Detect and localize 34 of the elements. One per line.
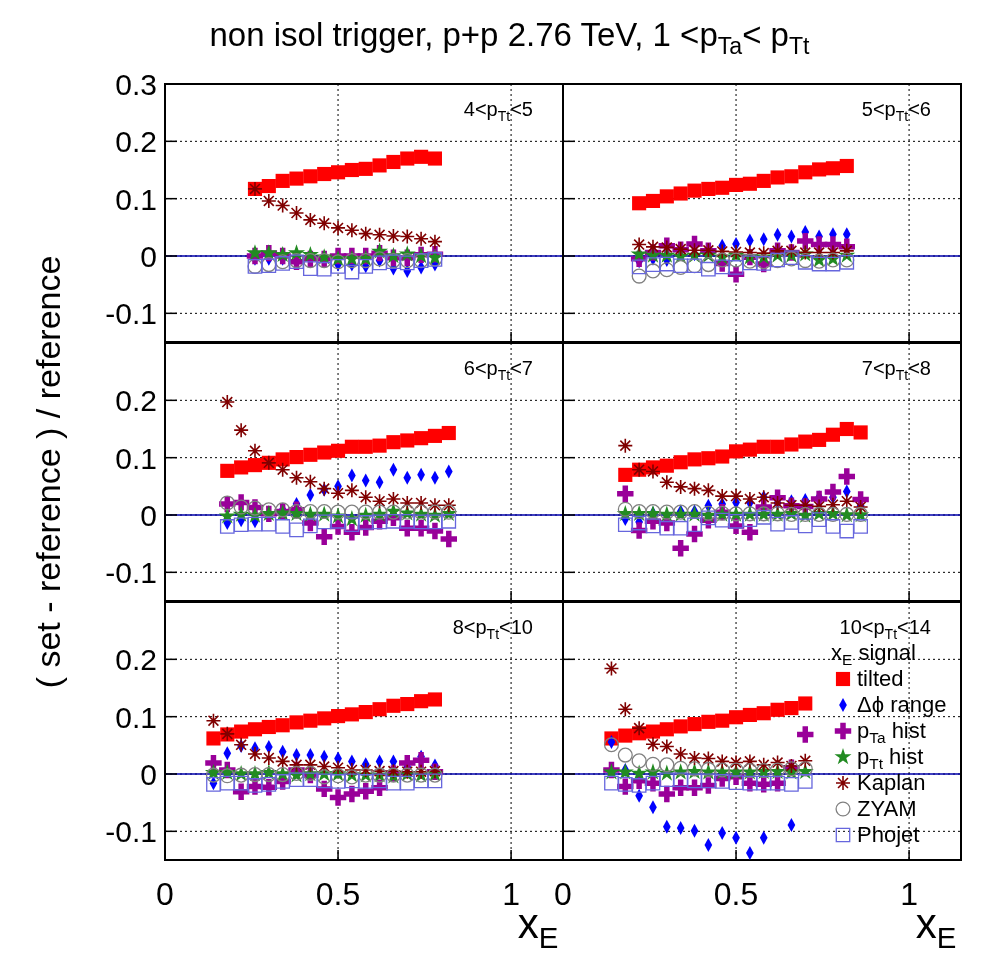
annotation: 5<p$_{Tt}$<6 <box>861 98 931 124</box>
legend-label: tilted <box>857 666 904 691</box>
y-tick-label: 0 <box>140 240 157 273</box>
chart-title: non isol trigger, p+p 2.76 TeV, 1 <p$_{Ta}$< p$_{Tt}$ <box>209 16 811 60</box>
x-tick-label: 0.5 <box>315 876 361 912</box>
y-tick-label: 0.1 <box>115 700 157 734</box>
y-tick-label: -0.1 <box>105 556 157 590</box>
y-tick-label: 0.2 <box>115 125 157 159</box>
y-tick-label: 0.3 <box>115 68 157 101</box>
legend-label: Δϕ range <box>857 692 947 717</box>
y-tick-label: -0.1 <box>105 297 157 331</box>
legend-label: Phojet <box>857 822 920 847</box>
annotation: 10<p$_{Tt}$<14 <box>839 616 931 642</box>
y-tick-label: 0.2 <box>115 384 157 418</box>
y-tick-label: 0 <box>140 758 157 791</box>
legend-label: p$_{Ta}$ hist <box>857 718 926 747</box>
y-tick-label: -0.1 <box>105 815 157 849</box>
y-tick-label: 0.1 <box>115 441 157 475</box>
annotation: 8<p$_{Tt}$<10 <box>452 616 533 642</box>
annotation: 7<p$_{Tt}$<8 <box>861 357 931 383</box>
x-tick-label: 1 <box>900 876 918 912</box>
y-tick-label: 0 <box>140 499 157 532</box>
legend-label: Kaplan <box>857 770 926 795</box>
legend-label: ZYAM <box>857 796 917 821</box>
annotation: 4<p$_{Tt}$<5 <box>463 98 533 124</box>
x-tick-label: 0 <box>554 876 572 912</box>
y-tick-label: 0.2 <box>115 643 157 677</box>
y-axis-title: ( set - reference ) / reference <box>29 255 67 689</box>
x-tick-label: 0.5 <box>713 876 759 912</box>
legend-title: x$_{E}$ signal <box>831 640 916 669</box>
annotation: 6<p$_{Tt}$<7 <box>463 357 533 383</box>
y-tick-label: 0.1 <box>115 182 157 216</box>
legend-label: p$_{Tt}$ hist <box>857 744 924 773</box>
x-tick-label: 1 <box>502 876 520 912</box>
